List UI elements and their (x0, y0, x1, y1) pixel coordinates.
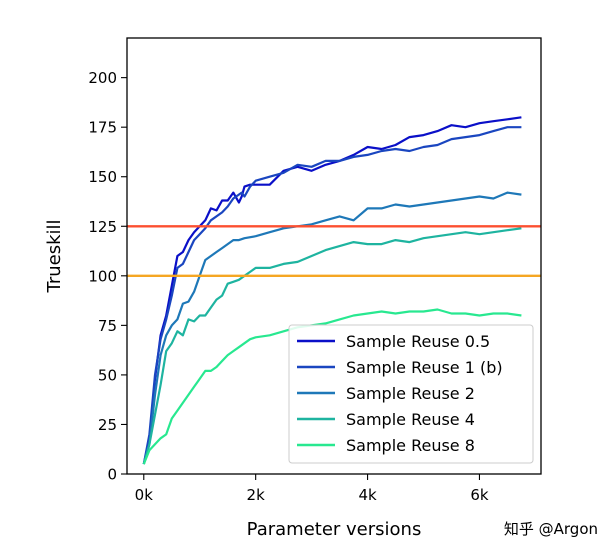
legend-label-1: Sample Reuse 0.5 (346, 332, 490, 351)
series-line-2 (142, 126, 522, 465)
y-tick-label: 125 (88, 218, 117, 236)
plot-area-frame (126, 37, 542, 475)
x-tick-label: 6k (470, 486, 489, 504)
x-tick-label: 2k (247, 486, 266, 504)
x-tick-label: 0k (135, 486, 154, 504)
series-line-4 (142, 227, 522, 465)
series-lines (142, 116, 522, 465)
legend-label-3: Sample Reuse 2 (346, 384, 475, 403)
series-line-1 (142, 116, 522, 465)
y-tick-label: 200 (88, 69, 117, 87)
y-tick-label: 75 (98, 317, 117, 335)
y-tick-label: 0 (107, 466, 117, 484)
legend-label-2: Sample Reuse 1 (b) (346, 358, 503, 377)
y-tick-label: 100 (88, 267, 117, 285)
watermark-text: 知乎 @Argon (504, 520, 598, 538)
y-tick-label: 50 (98, 366, 117, 384)
legend-label-4: Sample Reuse 4 (346, 410, 475, 429)
y-tick-label: 175 (88, 119, 117, 137)
y-axis-ticks: 0 25 50 75 100 125 150 175 200 (88, 69, 127, 484)
x-tick-label: 4k (358, 486, 377, 504)
legend: Sample Reuse 0.5 Sample Reuse 1 (b) Sample… (288, 324, 534, 464)
y-tick-label: 150 (88, 168, 117, 186)
y-axis-label: Trueskill (44, 219, 65, 293)
series-line-3 (142, 191, 522, 465)
x-axis-ticks: 0k 2k 4k 6k (135, 474, 489, 504)
reference-lines (127, 225, 541, 278)
y-tick-label: 25 (98, 416, 117, 434)
x-axis-label: Parameter versions (247, 519, 422, 540)
legend-label-5: Sample Reuse 8 (346, 436, 475, 455)
series-line-5 (142, 308, 522, 465)
legend-box (288, 324, 534, 464)
